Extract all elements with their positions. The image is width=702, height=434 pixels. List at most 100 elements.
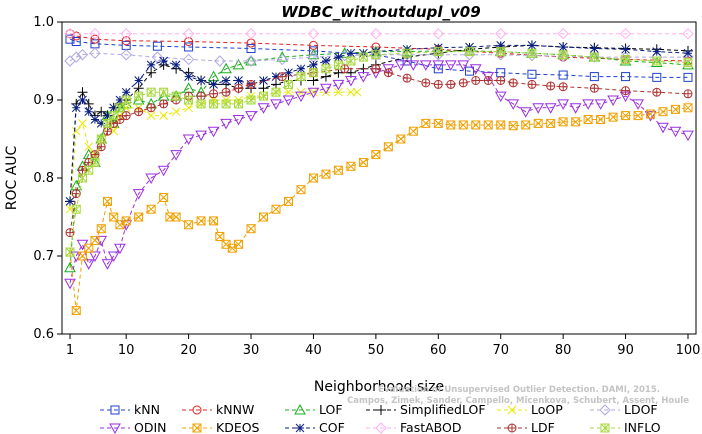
data-point-ldf [134,107,144,117]
data-point-odin [282,95,295,107]
data-point-ldf [209,89,219,99]
data-point-kdeos [77,251,87,261]
data-point-fastabod [89,27,101,40]
data-point-inflo [65,247,75,257]
data-point-inflo [102,118,112,128]
data-point-inflo [71,204,81,214]
data-point-cof [115,95,125,105]
data-point-inflo [121,95,131,105]
data-point-lof [650,56,663,68]
data-point-kdeos [371,150,381,160]
legend-marker [295,423,305,433]
data-point-cof [209,80,218,89]
data-point-cof [652,47,662,56]
data-point-inflo [402,48,412,58]
data-point-kdeos [90,235,100,245]
data-point-kdeos [633,111,643,121]
data-point-cof [96,119,106,128]
data-point-odin [257,103,270,114]
data-point-kdeos [109,212,119,222]
data-point-knnw [90,34,100,44]
series-fastabod [64,27,694,40]
legend-marker [294,403,306,415]
data-point-ldf [277,72,287,82]
data-point-ldof [370,49,382,61]
data-point-cof [171,60,181,70]
data-point-ldf [421,78,431,88]
data-point-ldof [526,49,538,62]
data-point-inflo [527,48,537,58]
y-tick-label: 0.8 [33,171,54,186]
data-point-kdeos [209,216,219,226]
data-point-cof [90,115,100,124]
data-point-cof [234,76,243,85]
data-point-loop [352,87,362,97]
data-point-ldf [402,73,412,83]
data-point-odin [682,130,694,142]
legend-marker [109,423,121,434]
data-point-kdeos [608,112,618,122]
data-point-kdeos [646,109,656,119]
data-point-odin [220,118,232,130]
data-point-knn [152,41,162,51]
data-point-inflo [652,56,662,66]
data-point-inflo [246,95,256,105]
data-point-odin [232,115,245,126]
x-tick-label: 90 [617,343,634,358]
data-point-fastabod [370,27,382,40]
data-point-kdeos [558,117,568,127]
legend-item-loop: LoOP [497,402,563,417]
data-point-odin [507,99,520,110]
data-point-inflo [159,87,169,97]
data-point-cof [65,197,75,206]
x-tick-label: 20 [180,343,197,358]
data-point-odin [270,99,282,110]
legend-marker [110,405,120,415]
data-point-odin [332,79,345,91]
data-point-odin [89,251,101,263]
data-point-ldf [221,87,231,97]
data-point-ldf [508,78,518,88]
data-point-inflo [283,79,293,89]
data-point-kdeos [134,212,144,222]
data-point-kdeos [683,103,693,113]
data-point-kdeos [159,193,169,202]
series-line-loop [69,91,358,210]
data-point-cof [346,48,356,58]
data-point-fastabod [557,27,569,40]
data-point-cof [271,72,281,81]
data-point-cof [465,42,474,52]
watermark-line-2: Campos, Zimek, Sander, Campello, Micenko… [347,396,689,406]
data-point-inflo [558,50,568,60]
x-tick-label: 100 [676,343,701,358]
data-point-cof [196,76,206,85]
data-point-inflo [221,99,231,109]
data-point-cof [621,44,630,54]
data-point-ldf [234,83,244,93]
data-point-odin [419,60,432,71]
data-point-simplifiedlof [83,98,94,109]
data-point-inflo [371,50,381,60]
data-point-knnw [121,36,131,46]
data-point-ldf [558,82,568,92]
data-point-ldf [65,228,75,238]
legend-marker [507,405,517,415]
data-point-kdeos [433,118,443,128]
data-point-odin [594,99,607,110]
data-point-knn [465,66,475,76]
data-point-ldof [245,55,257,67]
data-point-kdeos [146,204,156,214]
data-point-ldf [433,79,443,89]
data-point-ldof [120,49,132,61]
data-point-fastabod [619,27,632,40]
data-point-cof [109,103,119,113]
data-point-ldf [546,81,556,91]
data-point-cof [84,107,94,117]
data-point-ldf [527,79,537,89]
data-point-odin [145,173,158,185]
data-point-odin [532,103,545,114]
data-point-odin [114,243,126,255]
data-point-ldf [589,83,599,93]
data-point-ldf [471,76,481,85]
data-point-cof [184,72,193,81]
